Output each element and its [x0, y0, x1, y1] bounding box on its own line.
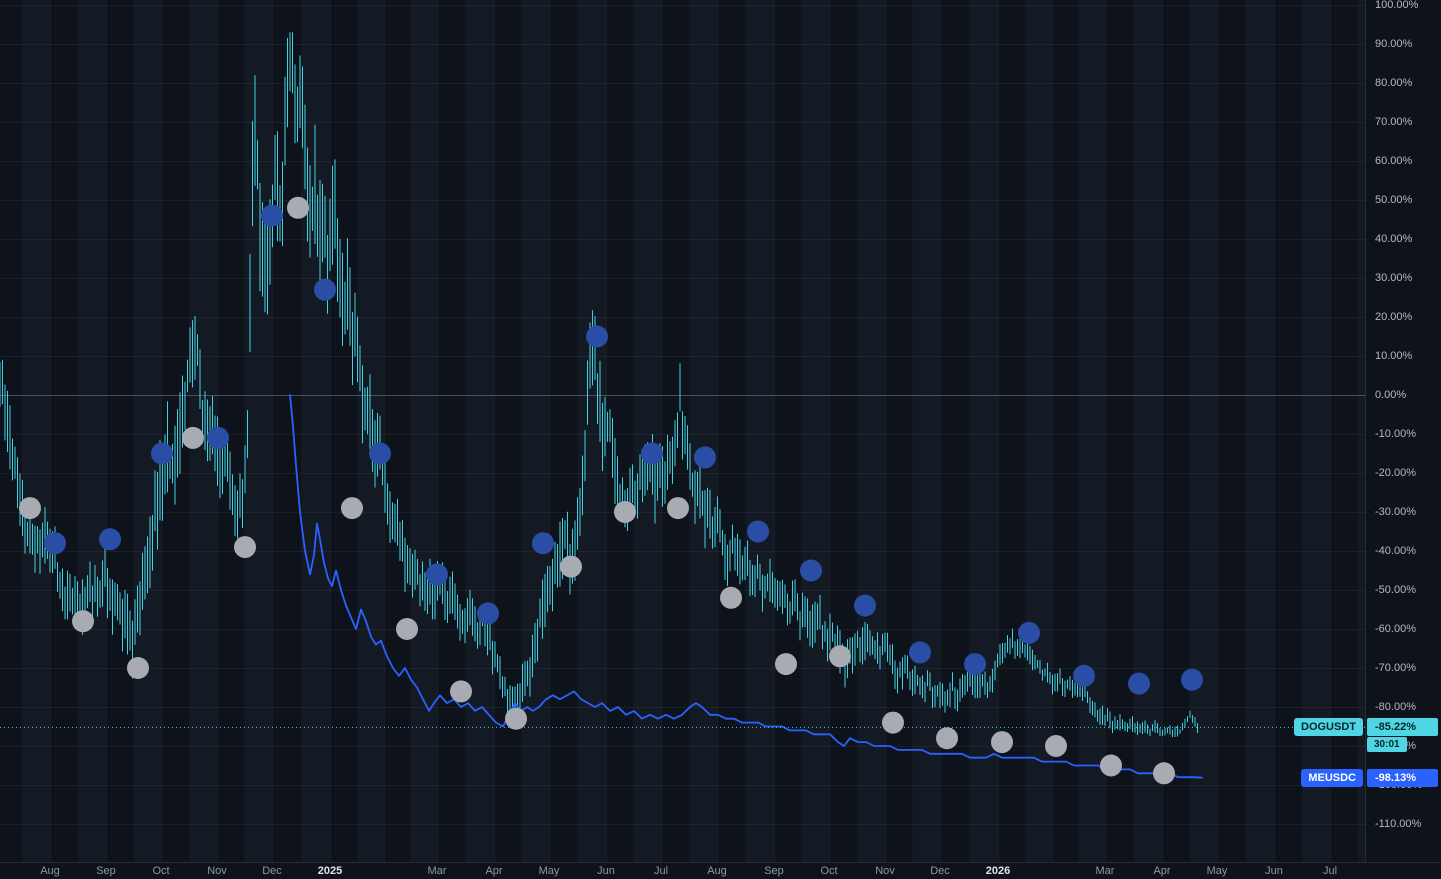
blue-dot-marker[interactable]: [854, 594, 876, 617]
plot-svg[interactable]: [0, 0, 1365, 862]
gray-dot-marker[interactable]: [775, 653, 797, 676]
time-axis-month-label: Jun: [597, 865, 615, 877]
series-label-dogusdt-text: DOGUSDT: [1301, 721, 1356, 734]
blue-dot-marker[interactable]: [151, 442, 173, 465]
gray-dot-marker[interactable]: [234, 536, 256, 559]
blue-dot-marker[interactable]: [369, 442, 391, 465]
blue-dot-marker[interactable]: [586, 325, 608, 348]
price-axis-tick: 10.00%: [1375, 350, 1413, 362]
price-axis-tick: 20.00%: [1375, 311, 1413, 323]
gray-dot-marker[interactable]: [614, 501, 636, 523]
price-axis-tick: -110.00%: [1375, 818, 1422, 830]
price-axis-tick: 40.00%: [1375, 233, 1413, 245]
price-axis-tick: 70.00%: [1375, 116, 1413, 128]
price-label-meusdc[interactable]: -98.13%: [1367, 768, 1438, 787]
gray-dot-marker[interactable]: [1100, 754, 1122, 777]
price-axis-tick: -50.00%: [1375, 584, 1416, 596]
time-axis-month-label: Jul: [1322, 865, 1338, 877]
price-axis-tick: -70.00%: [1375, 662, 1416, 674]
blue-dot-marker[interactable]: [641, 442, 663, 465]
gray-dot-marker[interactable]: [991, 731, 1013, 754]
gray-dot-marker[interactable]: [1045, 735, 1067, 757]
blue-dot-marker[interactable]: [747, 520, 769, 543]
price-axis-tick: 0.00%: [1375, 389, 1407, 401]
chart-pane[interactable]: DOGUSDT MEUSDC: [0, 0, 1365, 862]
price-axis-tick: -20.00%: [1375, 467, 1416, 479]
gray-dot-marker[interactable]: [450, 680, 472, 703]
time-axis-month-label: Jun: [1265, 865, 1283, 877]
blue-dot-marker[interactable]: [909, 641, 931, 664]
time-axis-month-label: Nov: [875, 865, 895, 877]
time-axis-month-label: May: [538, 865, 560, 877]
gray-dot-marker[interactable]: [882, 711, 904, 734]
time-axis-month-label: Aug: [707, 865, 727, 877]
blue-dot-marker[interactable]: [694, 446, 716, 469]
blue-dot-marker[interactable]: [1128, 672, 1150, 695]
blue-dot-marker[interactable]: [477, 602, 499, 625]
blue-dot-marker[interactable]: [532, 532, 554, 555]
time-axis-year-label: 2025: [317, 865, 343, 877]
gray-dot-marker[interactable]: [396, 618, 418, 640]
price-label-dogusdt[interactable]: -85.22%: [1367, 718, 1438, 737]
series-label-dogusdt[interactable]: DOGUSDT: [1294, 718, 1363, 737]
price-axis-tick: -10.00%: [1375, 428, 1416, 440]
blue-dot-marker[interactable]: [1073, 664, 1095, 687]
time-axis-month-label: Mar: [427, 865, 447, 877]
gray-dot-marker[interactable]: [505, 707, 527, 730]
gray-dot-marker[interactable]: [182, 426, 204, 449]
gray-dot-marker[interactable]: [19, 497, 41, 520]
price-axis-tick: 90.00%: [1375, 38, 1413, 50]
price-axis-tick: -30.00%: [1375, 506, 1416, 518]
blue-dot-marker[interactable]: [964, 653, 986, 676]
blue-dot-marker[interactable]: [800, 559, 822, 582]
price-axis[interactable]: -110.00%-100.00%-90.00%-80.00%-70.00%-60…: [1365, 0, 1441, 862]
price-axis-tick: -40.00%: [1375, 545, 1416, 557]
time-axis-month-label: Oct: [820, 865, 838, 877]
price-axis-tick: 60.00%: [1375, 155, 1413, 167]
price-axis-tick: 100.00%: [1375, 0, 1419, 11]
price-axis-tick: -60.00%: [1375, 623, 1416, 635]
gray-dot-marker[interactable]: [720, 586, 742, 609]
price-axis-tick: 80.00%: [1375, 77, 1413, 89]
time-axis[interactable]: Aug Sep Oct Nov Dec 2025 Mar Apr May Jun Jul Aug Sep…: [0, 862, 1441, 879]
blue-dot-marker[interactable]: [261, 204, 283, 227]
price-axis-tick: 50.00%: [1375, 194, 1413, 206]
blue-dot-marker[interactable]: [1181, 668, 1203, 691]
time-axis-year-label: 2026: [985, 865, 1011, 877]
time-axis-month-label: Apr: [1153, 865, 1171, 877]
price-axis-tick: -80.00%: [1375, 701, 1416, 713]
series-label-meusdc[interactable]: MEUSDC: [1301, 768, 1363, 787]
blue-dot-marker[interactable]: [1018, 621, 1040, 644]
price-axis-tick: 30.00%: [1375, 272, 1413, 284]
blue-dot-marker[interactable]: [44, 532, 66, 555]
gray-dot-marker[interactable]: [72, 610, 94, 633]
time-axis-month-label: Dec: [262, 865, 282, 877]
series-label-meusdc-text: MEUSDC: [1308, 771, 1356, 784]
time-axis-month-label: Nov: [207, 865, 227, 877]
time-axis-month-label: Apr: [485, 865, 503, 877]
gray-dot-marker[interactable]: [936, 727, 958, 750]
time-axis-month-label: Sep: [96, 865, 116, 877]
time-axis-month-label: Oct: [152, 865, 170, 877]
time-axis-month-label: May: [1206, 865, 1228, 877]
blue-dot-marker[interactable]: [99, 528, 121, 551]
time-axis-month-label: Dec: [930, 865, 950, 877]
blue-dot-marker[interactable]: [207, 426, 229, 449]
time-axis-month-label: Aug: [40, 865, 60, 877]
gray-dot-marker[interactable]: [1153, 762, 1175, 785]
gray-dot-marker[interactable]: [287, 196, 309, 219]
gray-dot-marker[interactable]: [829, 645, 851, 668]
gray-dot-marker[interactable]: [560, 555, 582, 578]
blue-dot-marker[interactable]: [426, 563, 448, 586]
time-axis-month-label: Sep: [764, 865, 784, 877]
gray-dot-marker[interactable]: [127, 657, 149, 679]
gray-dot-marker[interactable]: [667, 497, 689, 520]
blue-dot-marker[interactable]: [314, 278, 336, 301]
gray-dot-marker[interactable]: [341, 497, 363, 520]
time-axis-month-label: Mar: [1095, 865, 1115, 877]
bar-countdown: 30:01: [1367, 737, 1407, 753]
time-axis-month-label: Jul: [653, 865, 669, 877]
